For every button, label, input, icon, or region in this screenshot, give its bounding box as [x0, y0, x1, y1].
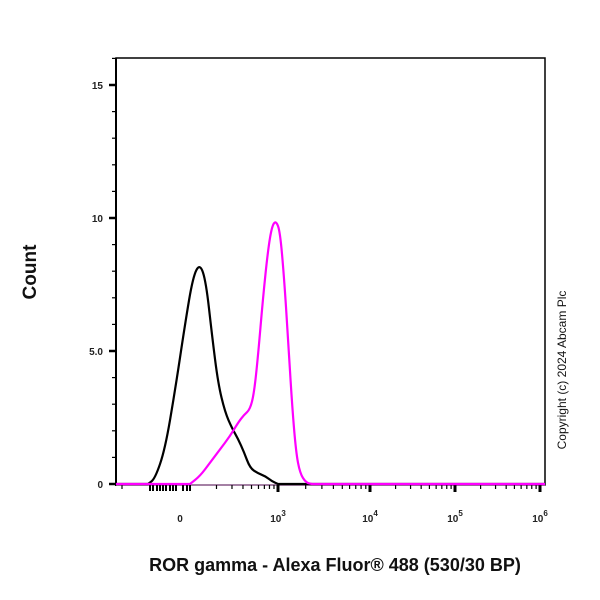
y-tick-label: 0 — [97, 480, 103, 491]
isotype-control-curve — [116, 266, 545, 486]
x-axis-ticks — [121, 485, 542, 492]
y-tick-label: 5.0 — [89, 347, 103, 358]
y-axis-title: Count — [20, 244, 41, 300]
y-tick-label: 15 — [92, 81, 104, 92]
x-tick-label: 0 — [177, 514, 183, 525]
copyright-notice: Copyright (c) 2024 Abcam Plc — [555, 291, 569, 450]
x-tick-label: 105 — [447, 509, 463, 525]
y-axis-tick-labels: 0 5.0 10 15 — [89, 81, 103, 491]
plot-frame — [115, 57, 546, 486]
x-tick-label: 106 — [532, 509, 548, 525]
y-axis-ticks — [109, 57, 116, 486]
x-tick-label: 104 — [362, 509, 378, 525]
x-tick-label: 103 — [270, 509, 286, 525]
y-tick-label: 10 — [92, 214, 104, 225]
x-axis-tick-labels: 0 103 104 105 106 — [177, 509, 548, 525]
x-axis-title: ROR gamma - Alexa Fluor® 488 (530/30 BP) — [149, 555, 521, 575]
ror-gamma-stained-curve — [116, 221, 545, 486]
